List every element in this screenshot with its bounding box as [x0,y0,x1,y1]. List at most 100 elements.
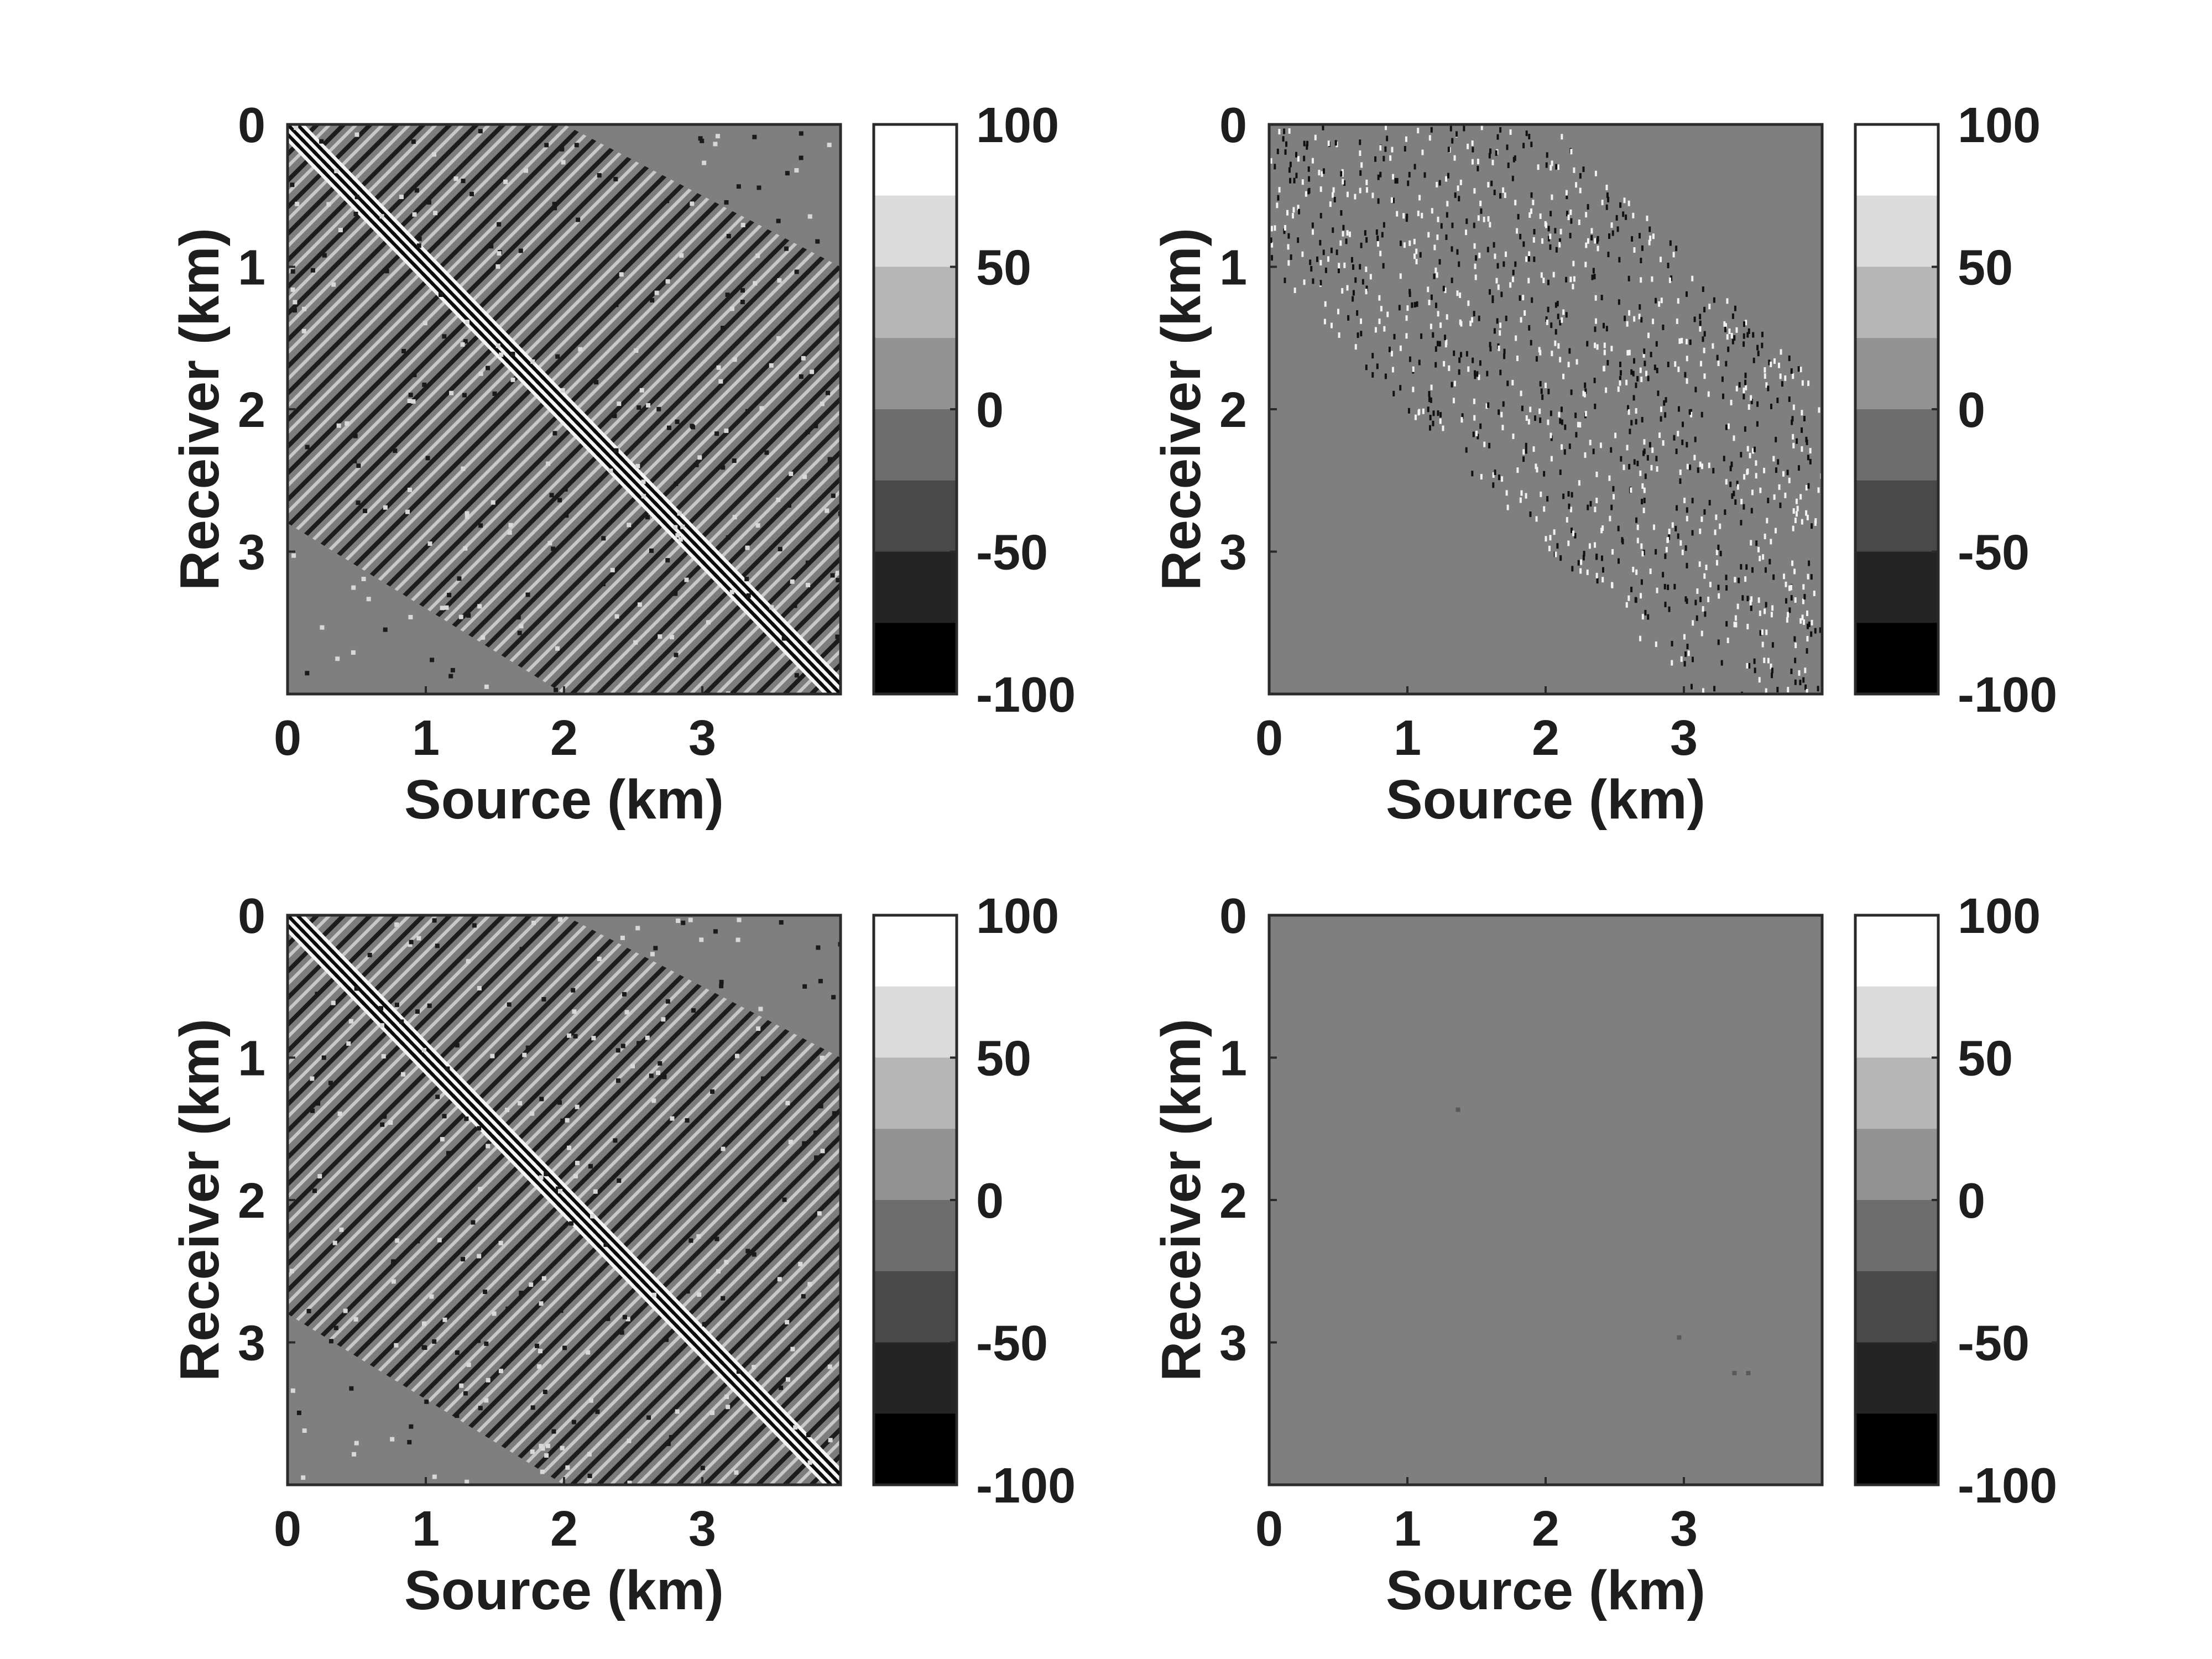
sparse-coefficient [1365,289,1368,295]
speckle [422,382,427,387]
speckle [729,589,734,594]
sparse-coefficient [1562,493,1565,499]
sparse-coefficient [1340,210,1343,216]
speckle [554,687,559,692]
sparse-coefficient [1346,230,1349,236]
sparse-coefficient [1684,545,1687,551]
colorbar-tick-label: -50 [976,525,1048,581]
colorbar-tick-label: -100 [976,667,1076,723]
speckle [542,1389,547,1394]
sparse-coefficient [1427,286,1430,293]
speckle [827,457,832,462]
sparse-coefficient [1383,222,1385,228]
speckle [661,1017,666,1022]
sparse-coefficient [1610,222,1613,228]
sparse-coefficient [1540,388,1543,394]
sparse-coefficient [1758,677,1761,683]
sparse-coefficient [1801,519,1803,525]
sparse-coefficient [1683,634,1686,640]
sparse-coefficient [1359,170,1362,176]
sparse-coefficient [1638,233,1641,239]
sparse-coefficient [1485,403,1488,409]
speckle [354,132,359,137]
speckle [537,1364,542,1369]
sparse-coefficient [1544,382,1547,388]
sparse-coefficient [1414,414,1417,420]
sparse-coefficient [1771,672,1773,679]
sparse-coefficient [1747,328,1750,334]
speckle [571,988,576,993]
sparse-coefficient [1786,617,1788,623]
sparse-coefficient [1458,261,1460,267]
speckle [782,1197,787,1202]
sparse-coefficient [1329,201,1332,207]
sparse-coefficient [1746,624,1749,630]
sparse-coefficient [1817,686,1819,692]
sparse-coefficient [1632,371,1635,377]
speckle [646,1415,651,1420]
speckle [680,524,685,529]
sparse-coefficient [1516,228,1519,234]
sparse-coefficient [1641,245,1644,251]
sparse-coefficient [1788,585,1791,591]
sparse-coefficient [1792,373,1794,379]
sparse-coefficient [1738,577,1740,583]
sparse-coefficient [1630,487,1632,493]
sparse-coefficient [1476,371,1479,377]
x-tick-label: 0 [1255,711,1283,766]
sparse-coefficient [1707,596,1710,602]
speckle [346,1041,351,1046]
speckle [691,1008,696,1013]
sparse-coefficient [1274,164,1276,170]
speckle [417,236,422,241]
speckle [744,577,749,582]
colorbar-level [874,1129,957,1201]
x-tick-label: 1 [1394,1501,1421,1557]
speckle [356,500,361,505]
speckle [459,1383,464,1388]
sparse-coefficient [1662,572,1665,578]
speckle [326,202,331,207]
sparse-coefficient [1595,318,1598,324]
sparse-coefficient [1364,230,1366,236]
sparse-coefficient [1586,341,1589,347]
sparse-coefficient [1285,141,1288,147]
speckle [706,620,711,625]
speckle [407,1439,412,1444]
sparse-coefficient [1699,320,1702,326]
colorbar-level [874,551,957,623]
sparse-coefficient [1736,481,1739,487]
x-axis-label: Source (km) [404,1559,724,1621]
speckle [322,253,327,258]
sparse-coefficient [1784,375,1787,381]
colorbar-tick-label: 50 [976,1031,1031,1087]
sparse-coefficient [1386,135,1389,142]
sparse-coefficient [1775,467,1777,473]
speckle [328,1081,333,1086]
sparse-coefficient [1492,482,1495,488]
sparse-coefficient [1445,176,1448,182]
sparse-coefficient [1746,446,1749,452]
sparse-coefficient [1672,252,1675,258]
sparse-coefficient [1699,326,1702,332]
sparse-coefficient [1550,432,1552,439]
speckle [555,354,560,359]
speckle [435,1094,440,1099]
speckle [798,1261,803,1266]
speckle [547,541,552,546]
speckle [721,1146,726,1151]
sparse-coefficient [1686,515,1688,521]
sparse-coefficient [1673,583,1676,589]
speckle [458,614,463,619]
sparse-coefficient [1383,155,1385,161]
sparse-coefficient [1655,341,1658,347]
sparse-coefficient [1561,317,1563,323]
speckle [588,1398,593,1403]
speckle [732,458,737,463]
speckle [541,997,546,1002]
sparse-coefficient [1770,404,1772,410]
sparse-coefficient [1682,421,1684,427]
sparse-coefficient [1635,517,1638,523]
sparse-coefficient [1677,533,1679,539]
